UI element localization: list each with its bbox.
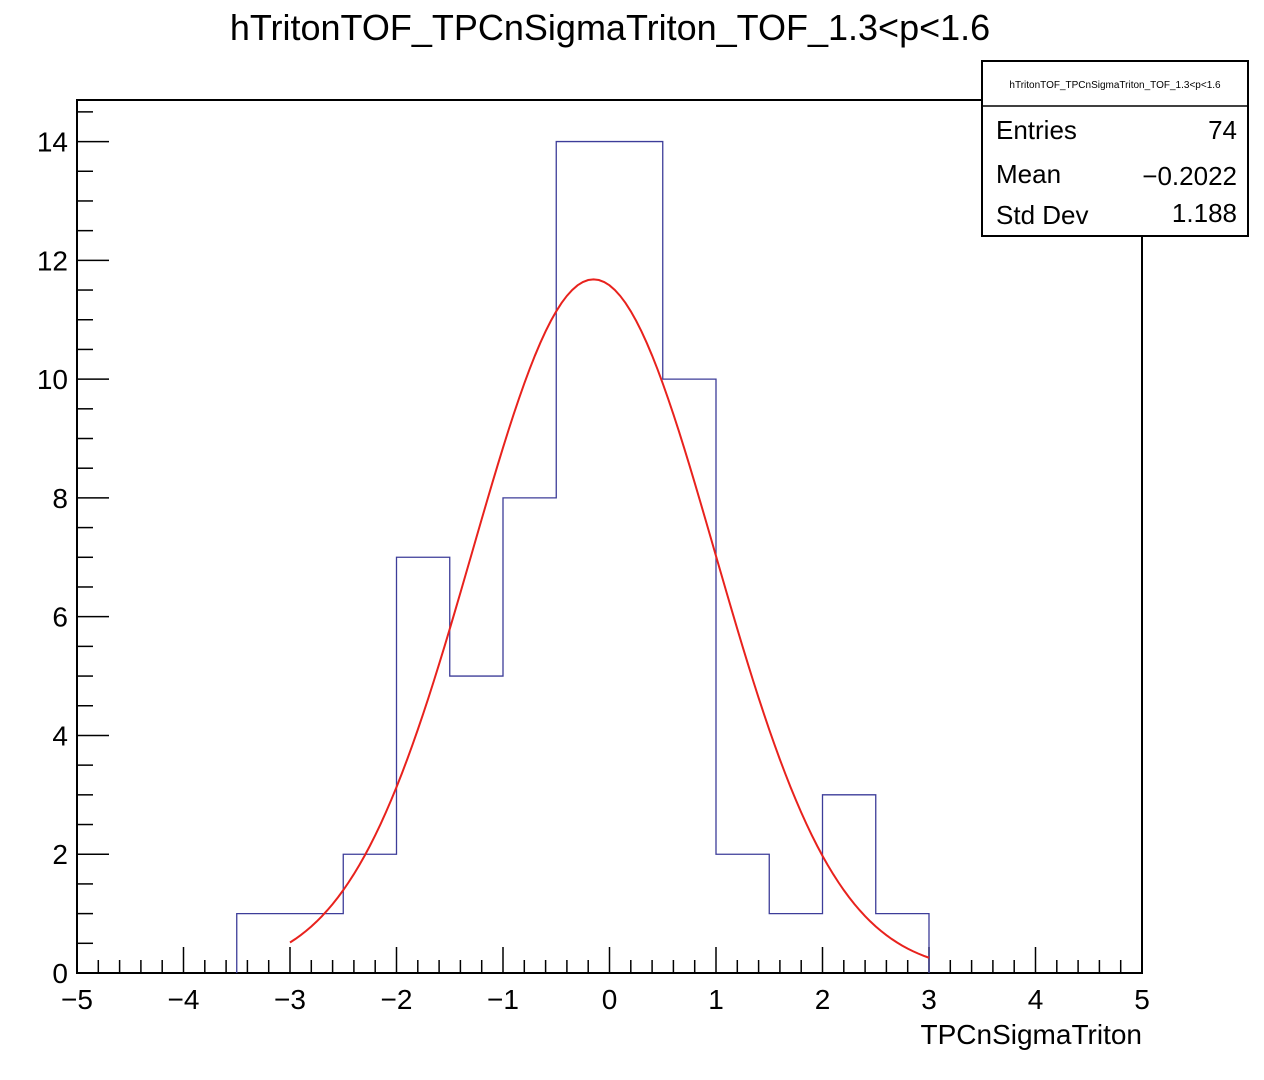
histogram-bin	[716, 854, 769, 973]
stats-box-title: hTritonTOF_TPCnSigmaTriton_TOF_1.3<p<1.6	[1009, 80, 1221, 91]
x-tick-label: 4	[1028, 984, 1044, 1015]
histogram-bin	[237, 914, 290, 973]
stats-box: hTritonTOF_TPCnSigmaTriton_TOF_1.3<p<1.6…	[981, 60, 1249, 237]
histogram-bins	[237, 142, 929, 973]
y-tick-label: 0	[52, 958, 68, 989]
x-tick-label: −3	[274, 984, 306, 1015]
y-tick-label: 14	[37, 127, 68, 158]
x-tick-labels: −5 −4 −3 −2 −1 0 1 2 3 4 5	[61, 984, 1150, 1015]
stats-entries-label: Entries	[996, 115, 1077, 145]
histogram-bin	[556, 142, 609, 973]
histogram-bin	[769, 914, 822, 973]
y-tick-label: 10	[37, 364, 68, 395]
histogram-bin	[610, 142, 663, 973]
stats-mean-label: Mean	[996, 159, 1061, 189]
histogram-bin	[450, 676, 503, 973]
x-tick-label: −2	[381, 984, 413, 1015]
axis-ticks	[76, 111, 1143, 974]
x-tick-label: −1	[487, 984, 519, 1015]
y-tick-label: 12	[37, 245, 68, 276]
y-tick-label: 8	[52, 483, 68, 514]
x-tick-label: 2	[815, 984, 831, 1015]
gaussian-fit-curve	[289, 278, 930, 959]
y-tick-label: 2	[52, 839, 68, 870]
x-tick-label: 0	[602, 984, 618, 1015]
stats-mean-value: −0.2022	[1142, 161, 1237, 191]
y-tick-label: 6	[52, 602, 68, 633]
histogram-bin	[876, 914, 929, 973]
x-tick-label: −4	[168, 984, 200, 1015]
chart-title: hTritonTOF_TPCnSigmaTriton_TOF_1.3<p<1.6	[230, 7, 990, 48]
x-tick-label: 3	[921, 984, 937, 1015]
y-tick-labels: 0 2 4 6 8 10 12 14	[37, 127, 68, 989]
x-tick-label: 5	[1134, 984, 1150, 1015]
histogram-bin	[343, 854, 396, 973]
x-axis-title: TPCnSigmaTriton	[921, 1019, 1142, 1050]
stats-entries-value: 74	[1208, 115, 1237, 145]
histogram-outline	[236, 140, 930, 973]
stats-box-frame	[981, 60, 1249, 237]
y-tick-label: 4	[52, 720, 68, 751]
x-tick-label: −5	[61, 984, 93, 1015]
stats-stddev-label: Std Dev	[996, 200, 1089, 230]
x-tick-label: 1	[708, 984, 724, 1015]
histogram-bin	[823, 795, 876, 973]
stats-stddev-value: 1.188	[1172, 198, 1237, 228]
histogram-bin	[503, 498, 556, 973]
